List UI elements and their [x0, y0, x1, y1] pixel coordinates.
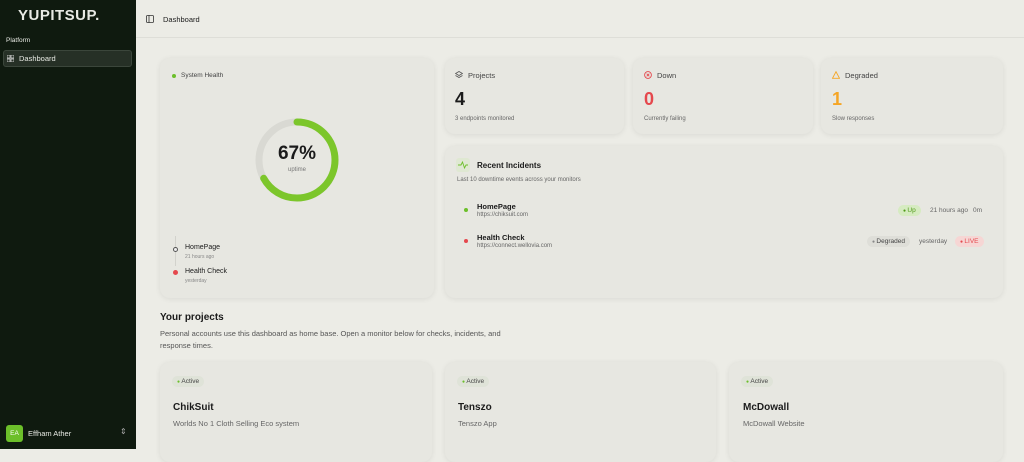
project-description: Tenszo App [458, 419, 497, 428]
incidents-card: Recent Incidents Last 10 downtime events… [445, 146, 1003, 298]
card-subtitle: Last 10 downtime events across your moni… [457, 177, 581, 183]
stat-value: 1 [832, 89, 843, 109]
incident-name[interactable]: HomePage [477, 202, 516, 211]
sidebar: YUPITSUP. Platform Dashboard EA Effham A… [0, 0, 136, 449]
incident-time: 21 hours ago [930, 207, 968, 214]
header: Dashboard [136, 0, 1024, 38]
stat-caption: Currently failing [644, 116, 686, 122]
stat-card: Degraded 1 Slow responses [821, 58, 1003, 134]
project-name: McDowall [743, 402, 790, 413]
project-status: ● Active [172, 376, 205, 387]
monitor-time: yesterday [185, 278, 207, 284]
incident-time: yesterday [919, 238, 948, 245]
project-name: ChikSuit [173, 402, 214, 413]
nav-label: Dashboard [19, 54, 56, 63]
project-description: McDowall Website [743, 419, 805, 428]
status-badge: ● Up [898, 205, 921, 216]
incident-url[interactable]: https://chiksuit.com [477, 212, 529, 218]
section-title: Your projects [160, 312, 224, 323]
badge-text: LIVE [964, 238, 979, 245]
project-card[interactable]: ● Active Tenszo Tenszo App [445, 362, 716, 462]
project-card[interactable]: ● Active McDowall McDowall Website [729, 362, 1003, 462]
card-title: System Health [181, 72, 224, 79]
sidebar-toggle[interactable] [146, 15, 154, 23]
nav-item[interactable]: Dashboard [3, 50, 132, 67]
chevron[interactable]: ⇕ [120, 427, 127, 436]
project-status: ● Active [741, 376, 774, 387]
status-text: Active [466, 378, 485, 385]
health-card: System Health 67% uptime HomePage 21 hou… [160, 58, 434, 298]
status-badge: ● Degraded [867, 236, 910, 247]
project-description: Worlds No 1 Cloth Selling Eco system [173, 419, 300, 428]
stat-label: Projects [468, 71, 496, 80]
avatar: EA [6, 425, 23, 442]
stat-value: 0 [644, 89, 655, 109]
incident-duration: 0m [973, 207, 983, 214]
uptime-value: 67% [277, 143, 317, 164]
incident-dot [464, 208, 468, 212]
stat-value: 4 [455, 89, 466, 109]
monitor-name: HomePage [185, 244, 221, 251]
project-name: Tenszo [458, 402, 492, 413]
project-status: ● Active [457, 376, 490, 387]
status-text: Active [750, 378, 769, 385]
section-label: Platform [6, 37, 31, 44]
status-text: Active [181, 378, 200, 385]
live-badge: ● LIVE [955, 236, 984, 247]
badge-text: Up [907, 207, 916, 214]
incident-icon [456, 158, 470, 172]
monitor-dot [173, 247, 178, 252]
stat-card: Projects 4 3 endpoints monitored [445, 58, 624, 134]
stat-icon [455, 71, 463, 78]
status-dot [172, 74, 176, 78]
project-card[interactable]: ● Active ChikSuit Worlds No 1 Cloth Sell… [160, 362, 432, 462]
stat-label: Degraded [845, 71, 878, 80]
card-title: Recent Incidents [477, 161, 542, 170]
page: YUPITSUP. Platform Dashboard EA Effham A… [0, 0, 1024, 449]
section-description: Personal accounts use this dashboard as … [160, 329, 501, 350]
stat-label: Down [657, 71, 677, 80]
logo[interactable]: YUPITSUP. [18, 7, 100, 24]
monitor-time: 21 hours ago [185, 254, 215, 260]
stat-caption: 3 endpoints monitored [455, 116, 515, 122]
incident-dot [464, 239, 468, 243]
incident-url[interactable]: https://connect.wellovia.com [477, 243, 553, 249]
monitor-name: Health Check [185, 268, 228, 275]
stat-icon [832, 71, 840, 79]
page-title: Dashboard [163, 15, 200, 24]
stat-caption: Slow responses [832, 116, 875, 122]
uptime-caption: uptime [287, 167, 306, 173]
nav-icon [7, 55, 14, 62]
monitor-dot [173, 270, 178, 275]
stat-card: Down 0 Currently failing [633, 58, 813, 134]
user-name[interactable]: Effham Ather [28, 429, 72, 438]
uptime-gauge [255, 118, 339, 202]
incident-name[interactable]: Health Check [477, 233, 525, 242]
gauge-arc [255, 118, 339, 202]
badge-text: Degraded [876, 238, 905, 245]
stat-icon [644, 71, 652, 79]
